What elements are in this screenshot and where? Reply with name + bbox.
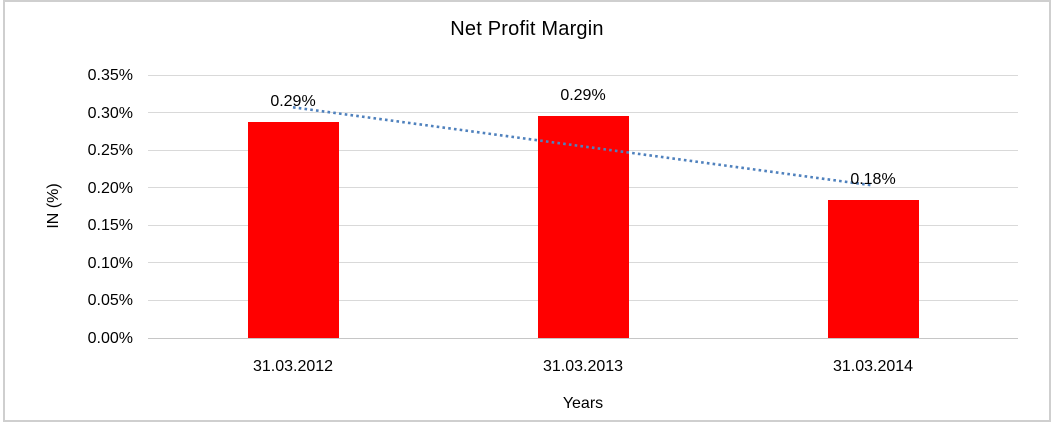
bar-31.03.2012 <box>247 122 339 338</box>
gridline <box>148 74 1018 76</box>
bar-31.03.2014 <box>827 200 919 338</box>
y-tick-label: 0.05% <box>87 292 133 310</box>
y-tick-label: 0.35% <box>87 67 133 84</box>
x-tick-label: 31.03.2014 <box>832 358 914 375</box>
x-axis-line <box>148 337 1018 339</box>
plot-area: 0.29% 0.29% 0.18% <box>148 74 1018 339</box>
x-axis-title: Years <box>562 395 604 412</box>
bar-31.03.2013 <box>537 116 629 338</box>
data-label: 0.29% <box>270 93 316 111</box>
x-tick-label: 31.03.2013 <box>542 358 624 375</box>
chart-frame: Net Profit Margin IN (%) 0.29% 0.29% 0.18%… <box>3 0 1051 422</box>
x-tick-label: 31.03.2012 <box>252 358 334 375</box>
trendline <box>292 106 874 187</box>
y-tick-label: 0.20% <box>87 179 133 197</box>
y-tick-label: 0.10% <box>87 254 133 272</box>
y-axis-title: IN (%) <box>45 183 62 229</box>
chart-title: Net Profit Margin <box>450 18 604 40</box>
y-tick-label: 0.00% <box>87 330 133 347</box>
y-tick-label: 0.30% <box>87 104 133 122</box>
data-label: 0.29% <box>560 87 606 105</box>
y-tick-label: 0.15% <box>87 217 133 235</box>
data-label: 0.18% <box>850 171 896 189</box>
y-tick-label: 0.25% <box>87 142 133 160</box>
gridline <box>148 112 1018 114</box>
